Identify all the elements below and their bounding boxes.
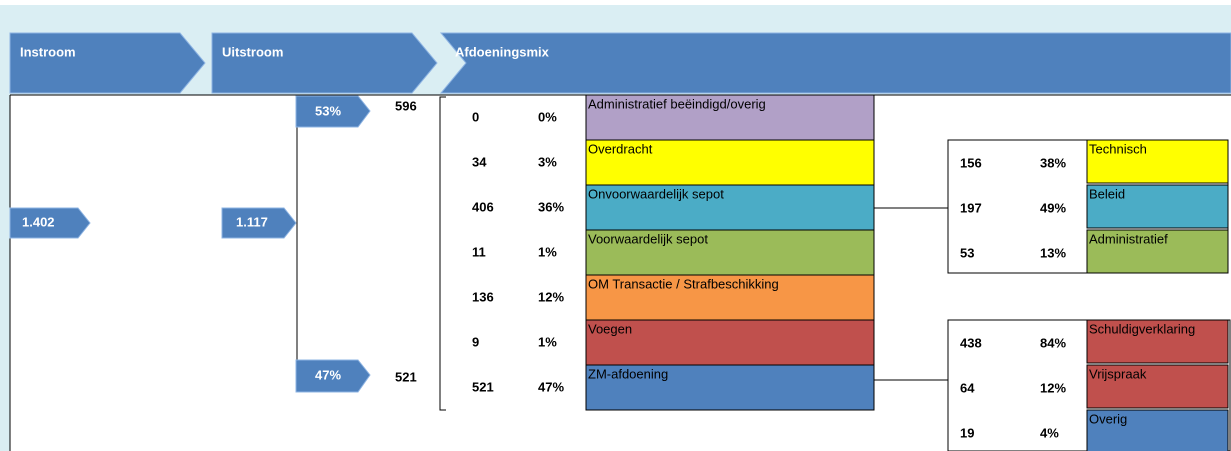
category-box [585, 139, 875, 186]
count: 0 [472, 109, 479, 124]
category-box [585, 184, 875, 231]
flow-value: 1.117 [236, 214, 268, 229]
count: 438 [960, 335, 982, 350]
flow-arrow [295, 95, 371, 128]
count: 406 [472, 199, 494, 214]
percentage: 1% [538, 244, 557, 259]
flow-value: 1.402 [22, 214, 55, 229]
category-label: Overig [1089, 411, 1127, 426]
branch-count: 596 [395, 98, 417, 113]
category-label: Administratief [1089, 231, 1168, 246]
count: 136 [472, 289, 494, 304]
percentage: 38% [1040, 155, 1066, 170]
category-label: ZM-afdoening [588, 366, 668, 381]
flow-arrow [9, 207, 91, 239]
category-label: Beleid [1089, 186, 1125, 201]
category-box [585, 319, 875, 366]
step-arrow [439, 32, 1231, 94]
percentage: 3% [538, 154, 557, 169]
category-box [1086, 364, 1229, 409]
category-box [1086, 139, 1229, 184]
category-label: Vrijspraak [1089, 366, 1147, 381]
category-label: Schuldigverklaring [1089, 321, 1195, 336]
percentage: 0% [538, 109, 557, 124]
category-label: Voorwaardelijk sepot [588, 231, 708, 246]
percentage: 12% [538, 289, 564, 304]
count: 64 [960, 380, 975, 395]
percentage: 1% [538, 334, 557, 349]
percentage: 84% [1040, 335, 1066, 350]
flow-arrow [295, 359, 371, 393]
count: 34 [472, 154, 487, 169]
step-arrow [9, 32, 206, 94]
category-label: OM Transactie / Strafbeschikking [588, 276, 779, 291]
count: 197 [960, 200, 982, 215]
category-label: Voegen [588, 321, 632, 336]
branch-pct: 47% [315, 367, 341, 382]
category-box [585, 229, 875, 276]
category-box [1086, 319, 1229, 364]
category-label: Administratief beëindigd/overig [588, 96, 766, 111]
count: 9 [472, 334, 479, 349]
category-label: Onvoorwaardelijk sepot [588, 186, 724, 201]
percentage: 12% [1040, 380, 1066, 395]
branch-pct: 53% [315, 103, 341, 118]
count: 19 [960, 425, 974, 440]
count: 521 [472, 379, 494, 394]
branch-count: 521 [395, 369, 417, 384]
category-label: Overdracht [588, 141, 653, 156]
percentage: 49% [1040, 200, 1066, 215]
category-box [1086, 184, 1229, 229]
percentage: 4% [1040, 425, 1059, 440]
category-box [585, 94, 875, 141]
step-label: Afdoeningsmix [455, 44, 550, 59]
category-box [585, 274, 875, 321]
count: 11 [472, 244, 486, 259]
bracket [439, 96, 446, 411]
category-box [1086, 409, 1229, 451]
category-box [585, 364, 875, 411]
category-box [1086, 229, 1229, 274]
category-label: Technisch [1089, 141, 1147, 156]
step-label: Instroom [20, 44, 76, 59]
step-arrow [211, 32, 438, 94]
flow-arrow [221, 207, 297, 239]
percentage: 47% [538, 379, 564, 394]
step-label: Uitstroom [222, 44, 283, 59]
percentage: 13% [1040, 245, 1066, 260]
count: 53 [960, 245, 974, 260]
count: 156 [960, 155, 982, 170]
percentage: 36% [538, 199, 564, 214]
